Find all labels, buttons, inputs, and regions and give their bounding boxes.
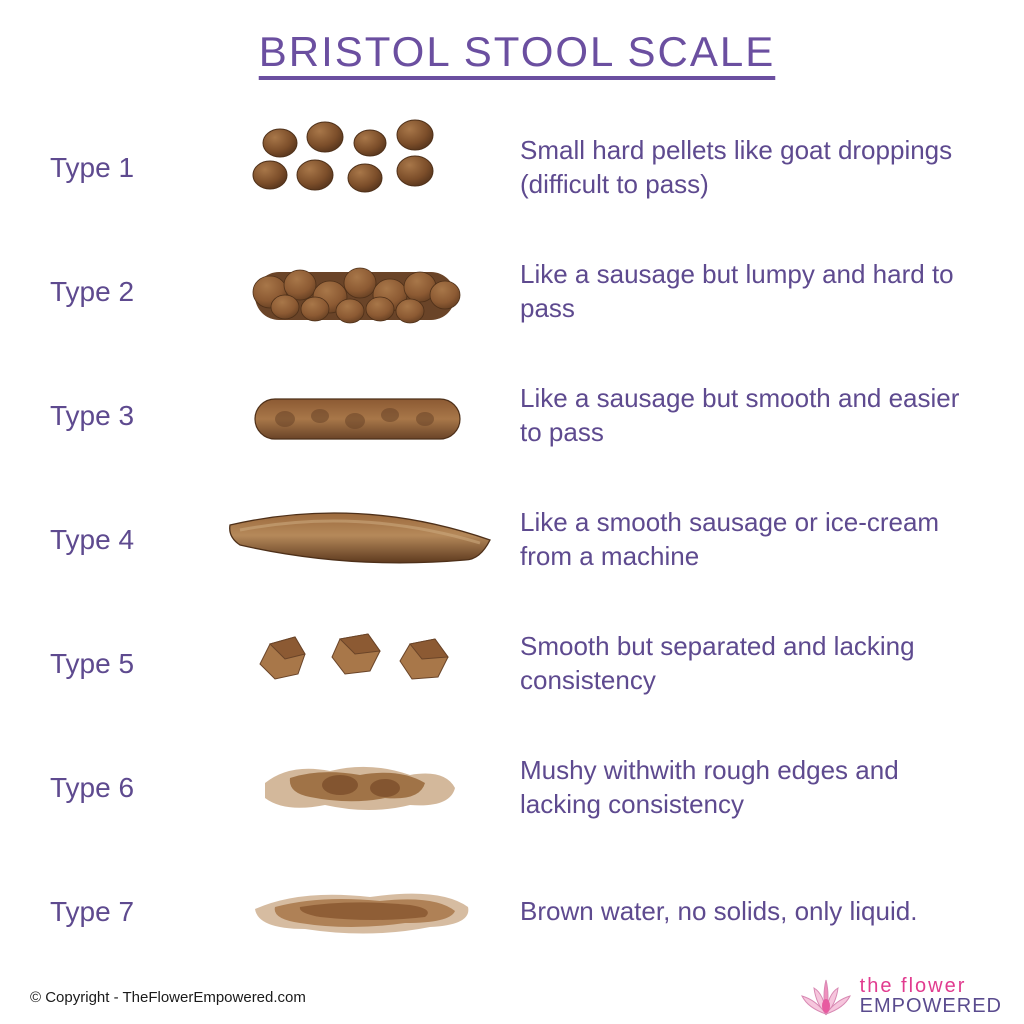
brand-logo: the flower EMPOWERED (798, 974, 1002, 1018)
illustration-type-5 (210, 609, 510, 719)
page-title: BRISTOL STOOL SCALE (50, 28, 984, 76)
illustration-type-3 (210, 361, 510, 471)
type-description: Smooth but separated and lacking consist… (520, 630, 984, 698)
type-rows: Type 1 Small hard pel (50, 106, 984, 974)
illustration-type-6 (210, 733, 510, 843)
illustration-type-2 (210, 237, 510, 347)
copyright-text: © Copyright - TheFlowerEmpowered.com (30, 989, 306, 1006)
type-label: Type 1 (50, 152, 200, 184)
row-type-1: Type 1 Small hard pel (50, 106, 984, 230)
illustration-type-1 (210, 113, 510, 223)
logo-text: the flower EMPOWERED (860, 976, 1002, 1016)
logo-text-top: the flower (860, 976, 1002, 996)
illustration-type-4 (210, 485, 510, 595)
lotus-icon (798, 974, 854, 1018)
type-description: Mushy withwith rough edges and lacking c… (520, 754, 984, 822)
infographic-page: BRISTOL STOOL SCALE Type 1 (0, 0, 1024, 1024)
row-type-7: Type 7 Brown water, no solids, only liqu… (50, 850, 984, 974)
type-label: Type 4 (50, 524, 200, 556)
type-label: Type 6 (50, 772, 200, 804)
type-label: Type 2 (50, 276, 200, 308)
row-type-5: Type 5 Smooth but separated and lacking … (50, 602, 984, 726)
type-description: Like a smooth sausage or ice-cream from … (520, 506, 984, 574)
type-label: Type 7 (50, 896, 200, 928)
type-label: Type 5 (50, 648, 200, 680)
row-type-6: Type 6 Mushy withwith rough edges and la… (50, 726, 984, 850)
type-label: Type 3 (50, 400, 200, 432)
type-description: Small hard pellets like goat droppings (… (520, 134, 984, 202)
illustration-type-7 (210, 857, 510, 967)
row-type-3: Type 3 Like a sausage but smooth and eas… (50, 354, 984, 478)
type-description: Like a sausage but lumpy and hard to pas… (520, 258, 984, 326)
row-type-2: Type 2 Like a sausage b (50, 230, 984, 354)
logo-text-bottom: EMPOWERED (860, 996, 1002, 1016)
type-description: Brown water, no solids, only liquid. (520, 895, 984, 929)
type-description: Like a sausage but smooth and easier to … (520, 382, 984, 450)
row-type-4: Type 4 Like a smooth sausage or ice-crea… (50, 478, 984, 602)
